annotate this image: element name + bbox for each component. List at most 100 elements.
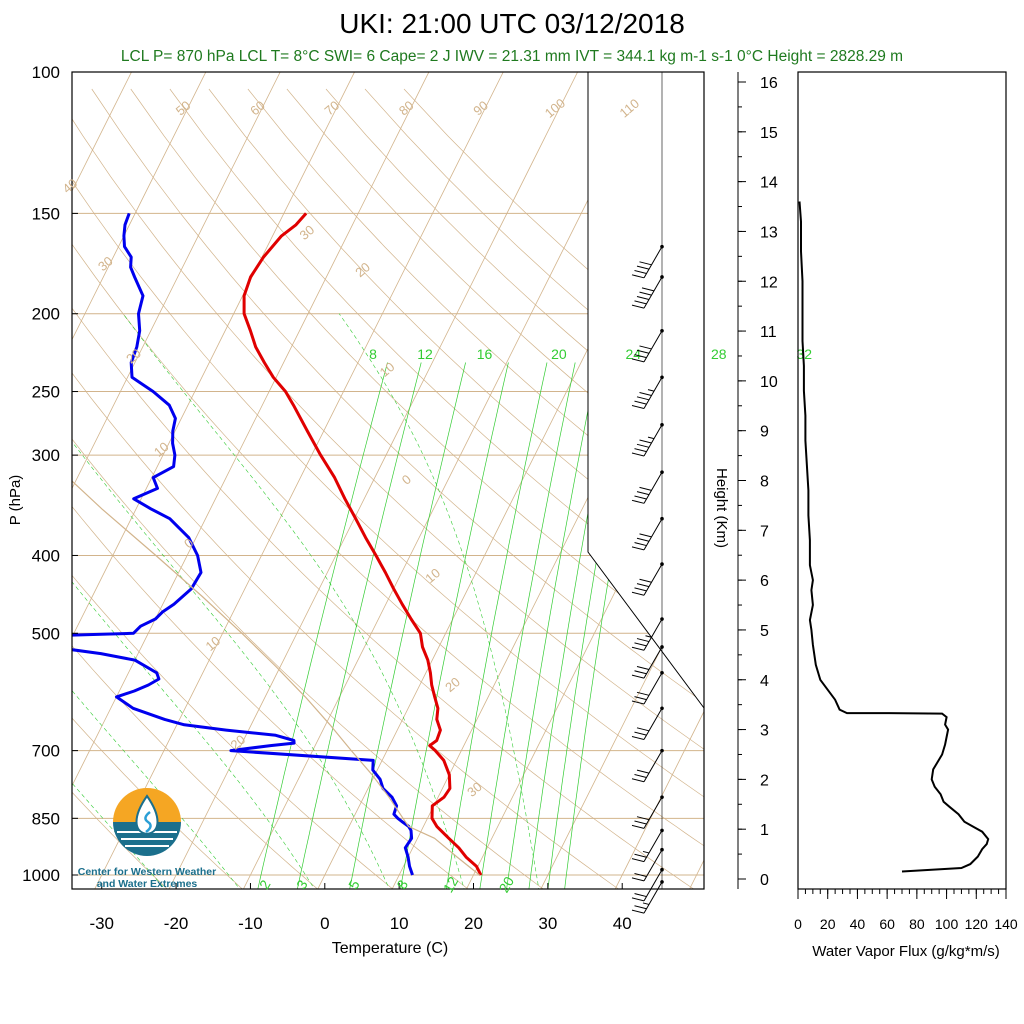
barb-half-flag xyxy=(647,389,655,392)
mixing-ratio-label: 24 xyxy=(625,346,641,362)
barb-staff xyxy=(643,796,663,829)
isotherm-label: 20 xyxy=(352,259,373,280)
wind-barb xyxy=(631,847,664,882)
barb-flag xyxy=(639,439,652,444)
height-tick-label: 5 xyxy=(760,623,769,640)
barb-flag xyxy=(631,646,645,651)
x-tick-label: 30 xyxy=(538,914,557,933)
barb-staff xyxy=(643,246,663,279)
dry-adiabat xyxy=(247,88,704,528)
vf-x-tick-label: 140 xyxy=(994,916,1018,932)
barb-flag xyxy=(634,820,647,825)
barb-dot xyxy=(660,328,664,333)
x-tick-label: 0 xyxy=(320,914,329,933)
barb-flag xyxy=(636,396,650,401)
barb-flag xyxy=(631,274,645,279)
wind-barb xyxy=(631,748,664,783)
dewpoint-profile xyxy=(72,212,414,876)
wind-barb xyxy=(631,328,664,363)
mixing-ratio-label: 5 xyxy=(345,877,363,892)
barb-dot xyxy=(660,795,664,799)
vf-x-tick-label: 40 xyxy=(850,916,866,932)
barb-staff xyxy=(643,518,663,551)
wind-barb xyxy=(631,244,664,279)
height-tick-label: 0 xyxy=(760,872,769,889)
barb-flag xyxy=(631,877,645,882)
height-tick-label: 4 xyxy=(760,673,769,690)
vapor-flux-line xyxy=(798,201,990,873)
dry-adiabat xyxy=(72,717,243,889)
vf-x-tick-label: 60 xyxy=(879,916,895,932)
vf-x-axis-title: Water Vapor Flux (g/kg*m/s) xyxy=(812,943,1000,960)
isotherm-label: 30 xyxy=(297,222,318,243)
p-tick-label: 100 xyxy=(32,63,60,82)
barb-half-flag xyxy=(647,436,655,440)
barb-dot xyxy=(660,244,664,249)
isotherm-label: 90 xyxy=(470,98,491,119)
barb-flag xyxy=(634,400,647,405)
height-tick-label: 1 xyxy=(760,822,769,839)
mixing-ratio-line xyxy=(349,362,466,889)
barb-flag xyxy=(639,578,652,583)
chart-title: UKI: 21:00 UTC 03/12/2018 xyxy=(339,8,685,39)
barb-flag xyxy=(631,546,645,551)
p-tick-label: 500 xyxy=(32,624,60,643)
barb-flag xyxy=(634,893,647,898)
barb-dot xyxy=(660,516,664,521)
p-tick-label: 150 xyxy=(32,204,60,223)
vf-x-tick-label: 80 xyxy=(909,916,925,932)
barb-dot xyxy=(660,847,664,852)
barb-staff xyxy=(643,377,663,409)
barb-flag xyxy=(634,670,647,675)
logo-caption-line1: Center for Western Weather xyxy=(77,866,217,878)
barb-staff xyxy=(643,424,663,457)
wind-barb xyxy=(631,562,664,596)
x-tick-label: 10 xyxy=(390,914,409,933)
height-tick-label: 9 xyxy=(760,424,769,441)
barb-flag xyxy=(634,542,647,547)
y-axis-title: P (hPa) xyxy=(7,475,24,526)
barb-flag xyxy=(636,537,650,542)
wind-barb xyxy=(631,645,664,679)
barb-flag xyxy=(636,691,650,696)
barb-flag xyxy=(631,735,645,740)
p-tick-label: 700 xyxy=(32,742,60,761)
vf-border xyxy=(797,71,1007,890)
isotherm-label: 50 xyxy=(173,98,194,119)
barb-flag xyxy=(631,858,645,863)
barb-staff xyxy=(643,750,663,783)
isotherm-line xyxy=(168,72,579,889)
dry-adiabat xyxy=(72,645,319,889)
wind-barb xyxy=(631,375,664,409)
height-tick-label: 7 xyxy=(760,523,769,540)
moist-adiabat xyxy=(72,581,315,889)
mask-edge xyxy=(587,72,705,709)
wind-barb xyxy=(631,828,664,863)
barb-flag xyxy=(634,873,647,878)
x-tick-label: 40 xyxy=(613,914,632,933)
barb-flag xyxy=(636,349,650,354)
barb-flag xyxy=(639,486,652,491)
p-tick-label: 850 xyxy=(32,809,60,828)
mixing-ratio-label: 16 xyxy=(477,346,493,362)
height-tick-label: 10 xyxy=(760,374,778,391)
p-tick-label: 400 xyxy=(32,546,60,565)
barb-flag xyxy=(639,345,652,350)
barb-flag xyxy=(631,674,645,679)
isotherm-line xyxy=(689,859,704,889)
height-tick-label: 14 xyxy=(760,175,778,192)
barb-flag xyxy=(639,291,652,296)
mixing-ratio-line xyxy=(297,362,422,889)
barb-flag xyxy=(636,443,650,448)
barb-flag xyxy=(636,265,650,270)
barb-flag xyxy=(631,499,645,504)
wind-barb xyxy=(631,470,664,504)
isotherm-label: 20 xyxy=(123,346,144,367)
barb-flag xyxy=(634,587,647,592)
p-tick-label: 1000 xyxy=(22,866,60,885)
mixing-ratio-label: 32 xyxy=(796,346,812,362)
barb-flag xyxy=(634,905,647,910)
mixing-ratio-line xyxy=(506,362,598,889)
barb-flag xyxy=(634,773,647,778)
